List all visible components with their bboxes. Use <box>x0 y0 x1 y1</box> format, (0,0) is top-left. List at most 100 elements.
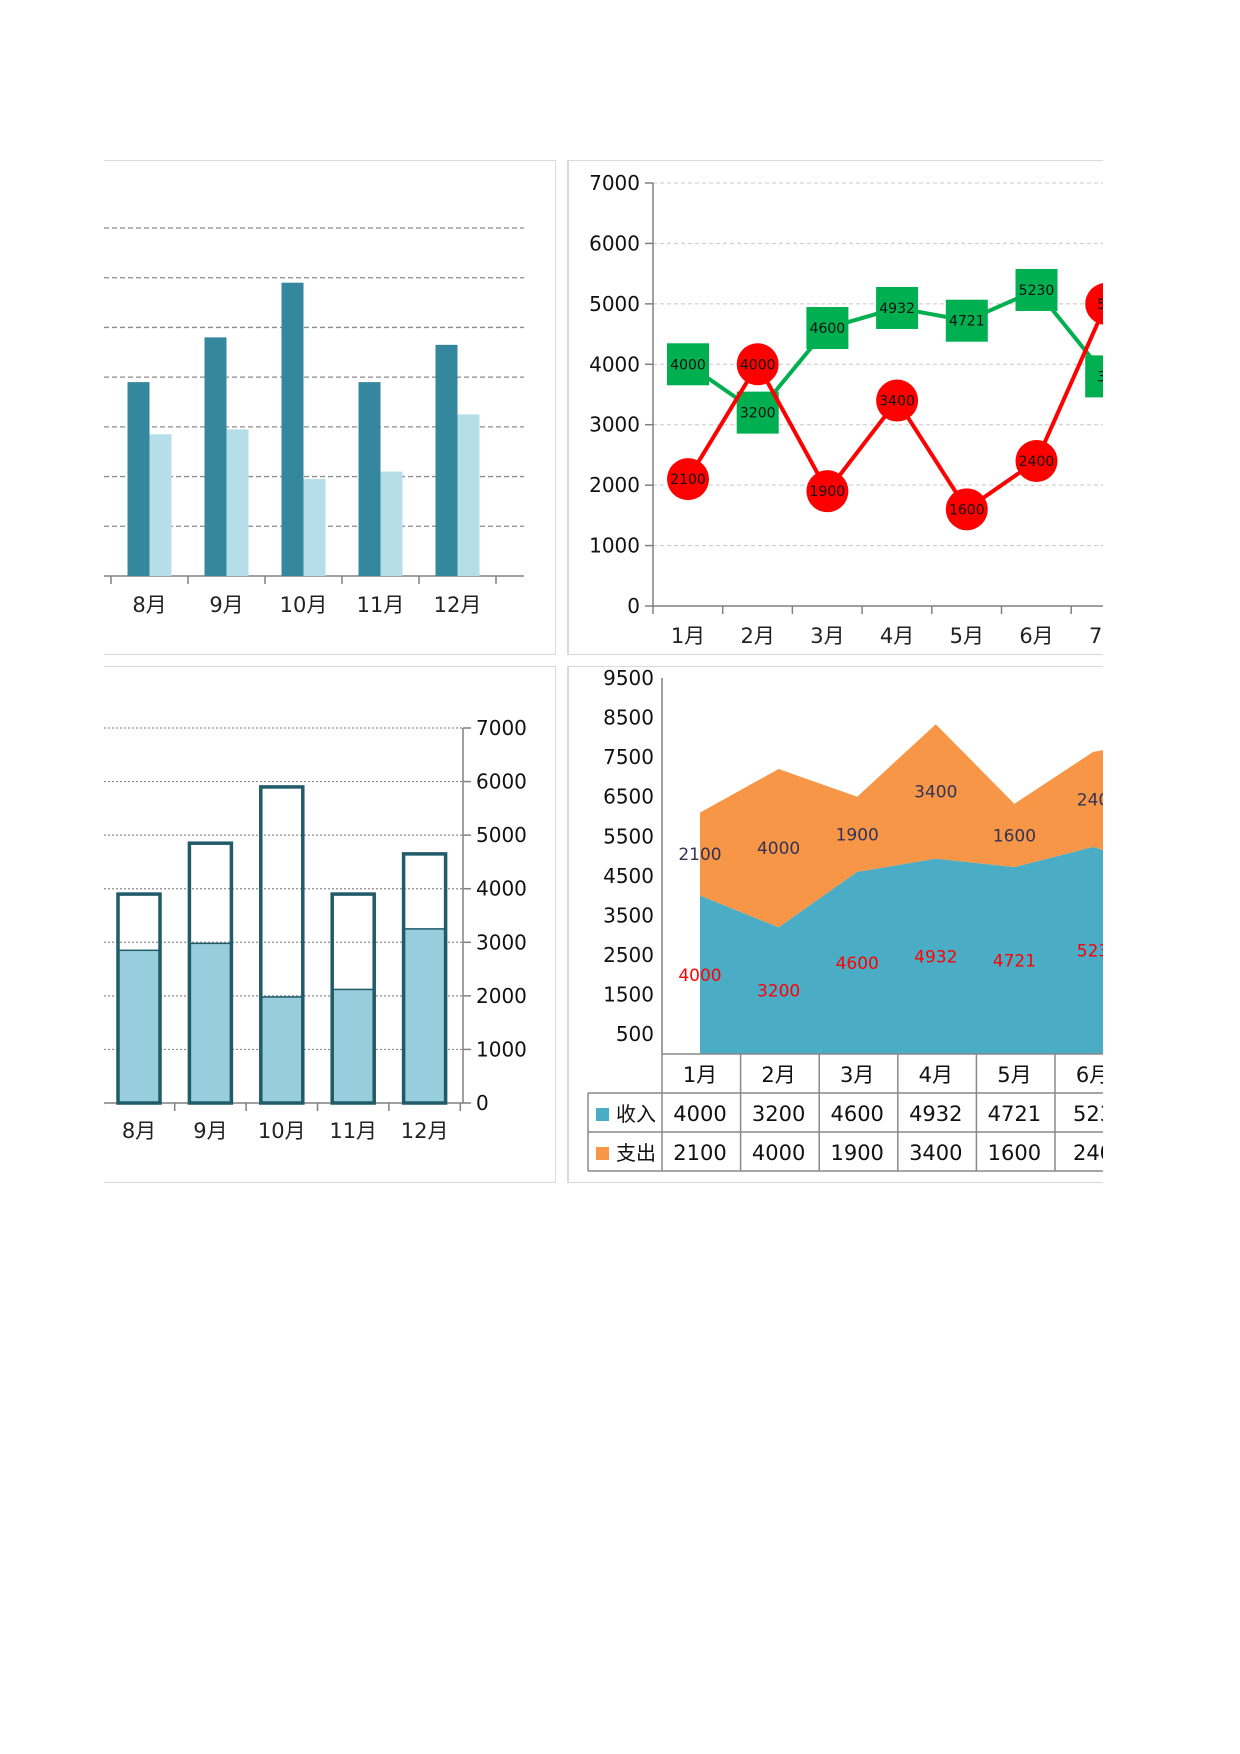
chart2-y-label: 2000 <box>589 473 640 497</box>
chart4-legend-label: 支出 <box>616 1141 656 1165</box>
chart2-data-label: 50 <box>1097 297 1115 313</box>
chart2-data-label: 5230 <box>1019 283 1055 299</box>
chart1-x-label: 9月 <box>209 593 243 617</box>
chart2-y-label: 6000 <box>589 231 640 255</box>
chart4-data-label-expense: 240 <box>1077 791 1109 811</box>
chart3-bar-outline <box>259 785 305 1105</box>
chart4-data-label-income: 4000 <box>678 966 721 986</box>
chart4-table-cell: 1900 <box>830 1141 883 1165</box>
chart4-area-expense <box>700 724 1103 928</box>
chart4-legend-swatch <box>596 1147 609 1160</box>
chart3-y-label: 4000 <box>476 877 527 901</box>
chart3-bar-outline <box>116 892 162 1105</box>
chart4-data-label-expense: 3400 <box>914 783 957 803</box>
chart2-marker-square <box>945 299 988 342</box>
chart1-bar-expense <box>149 434 172 576</box>
chart4-table-cell: 4932 <box>909 1102 962 1126</box>
chart4-table-cell: 240 <box>1073 1141 1113 1165</box>
chart2-y-label: 5000 <box>589 292 640 316</box>
chart4-table-cell: 4000 <box>673 1102 726 1126</box>
chart2-marker-circle <box>806 470 849 513</box>
chart1-x-label: 7月 <box>55 593 89 617</box>
chart3-bar-outline <box>187 841 234 1105</box>
chart2-data-label: 38 <box>1097 369 1115 385</box>
chart3-frame <box>104 666 556 1183</box>
chart2-data-label: 2400 <box>1019 454 1055 470</box>
chart2-data-label: 1900 <box>810 484 846 500</box>
chart3-panel: 0 1000 2000 3000 4000 5000 6000 7000 8月 9月 10月 11月 1… <box>104 666 556 1183</box>
chart2-frame <box>567 160 1103 655</box>
chart3-y-label: 6000 <box>476 770 527 794</box>
chart4-data-label-income: 4721 <box>993 952 1036 972</box>
chart3-bar-filled <box>188 942 233 1104</box>
chart1-bar-expense <box>303 479 326 576</box>
chart4-y-label: 4500 <box>603 864 654 888</box>
chart3-bar-outline <box>330 892 376 1105</box>
chart2-marker-square <box>876 286 919 329</box>
chart4-y-label: 1500 <box>603 983 654 1007</box>
chart1-panel: 7月 8月 9月 10月 11月 12月 <box>55 160 556 655</box>
chart4-data-label-income: 3200 <box>757 982 800 1002</box>
chart2-y-label: 7000 <box>589 171 640 195</box>
chart2-marker-circle <box>1085 283 1103 325</box>
chart4-table-cell: 2100 <box>673 1141 726 1165</box>
chart2-marker-square <box>806 307 849 350</box>
chart4-table-cell: 4000 <box>752 1141 805 1165</box>
chart1-bar-income <box>281 282 304 576</box>
chart1-bar-expense <box>380 471 403 576</box>
chart2-marker-circle <box>945 488 988 531</box>
chart4-table-header: 1月 <box>683 1063 717 1087</box>
chart4-area-income <box>700 847 1103 1054</box>
chart2-y-label: 3000 <box>589 413 640 437</box>
chart2-y-label: 1000 <box>589 534 640 558</box>
chart3-y-label: 7000 <box>476 716 527 740</box>
chart2-x-label: 7月 <box>1089 624 1123 648</box>
chart3-x-label: 12月 <box>401 1119 449 1143</box>
chart4-data-label-expense: 1900 <box>836 825 879 845</box>
chart2-marker-circle <box>876 379 919 422</box>
chart4-table-cell: 3400 <box>909 1141 962 1165</box>
chart2-x-label: 3月 <box>810 624 844 648</box>
chart2-data-label: 3400 <box>879 394 915 410</box>
chart4-table-cell: 3200 <box>752 1102 805 1126</box>
chart1-x-label: 12月 <box>434 593 482 617</box>
chart1-bar-income <box>204 337 227 576</box>
chart3-y-label: 0 <box>476 1091 489 1115</box>
chart2-marker-circle <box>667 458 709 501</box>
chart3-bar-filled <box>331 988 375 1104</box>
chart2-data-label: 4000 <box>740 357 776 373</box>
chart4-table-header: 6月 <box>1076 1063 1110 1087</box>
chart1-x-label: 11月 <box>357 593 405 617</box>
chart4-data-label-expense: 4000 <box>757 839 800 859</box>
chart2-data-label: 4600 <box>810 321 846 337</box>
chart2-marker-square <box>1085 355 1103 398</box>
chart1-bar-expense <box>226 429 249 576</box>
chart2-data-label: 2100 <box>670 472 706 488</box>
chart1-bar-expense <box>457 414 480 576</box>
chart3-y-label: 3000 <box>476 930 527 954</box>
chart2-marker-square <box>1015 268 1058 311</box>
chart4-y-label: 8500 <box>603 706 654 730</box>
chart4-legend-label: 收入 <box>616 1102 656 1126</box>
chart2-data-label: 4000 <box>670 357 706 373</box>
chart1-frame <box>104 160 556 655</box>
chart1-x-label: 8月 <box>132 593 166 617</box>
chart2-data-label: 3200 <box>740 406 776 422</box>
chart3-bar-filled <box>117 949 161 1104</box>
chart3-x-label: 9月 <box>193 1119 227 1143</box>
chart2-x-label: 6月 <box>1019 624 1053 648</box>
chart2-x-label: 2月 <box>741 624 775 648</box>
chart3-x-label: 11月 <box>329 1119 377 1143</box>
chart1-x-label: 10月 <box>280 593 328 617</box>
chart2-marker-square <box>667 343 709 386</box>
chart4-data-label-expense: 2100 <box>678 845 721 865</box>
chart3-bar-outline <box>401 852 448 1105</box>
chart2-data-label: 4721 <box>949 314 985 330</box>
chart1-bar-expense <box>73 327 95 576</box>
chart1-bar-income <box>435 344 458 576</box>
chart4-legend-swatch <box>596 1108 609 1121</box>
chart4-y-label: 3500 <box>603 903 654 927</box>
chart2-marker-circle <box>736 343 779 386</box>
chart3-y-label: 5000 <box>476 823 527 847</box>
chart4-data-label-income: 4600 <box>836 954 879 974</box>
